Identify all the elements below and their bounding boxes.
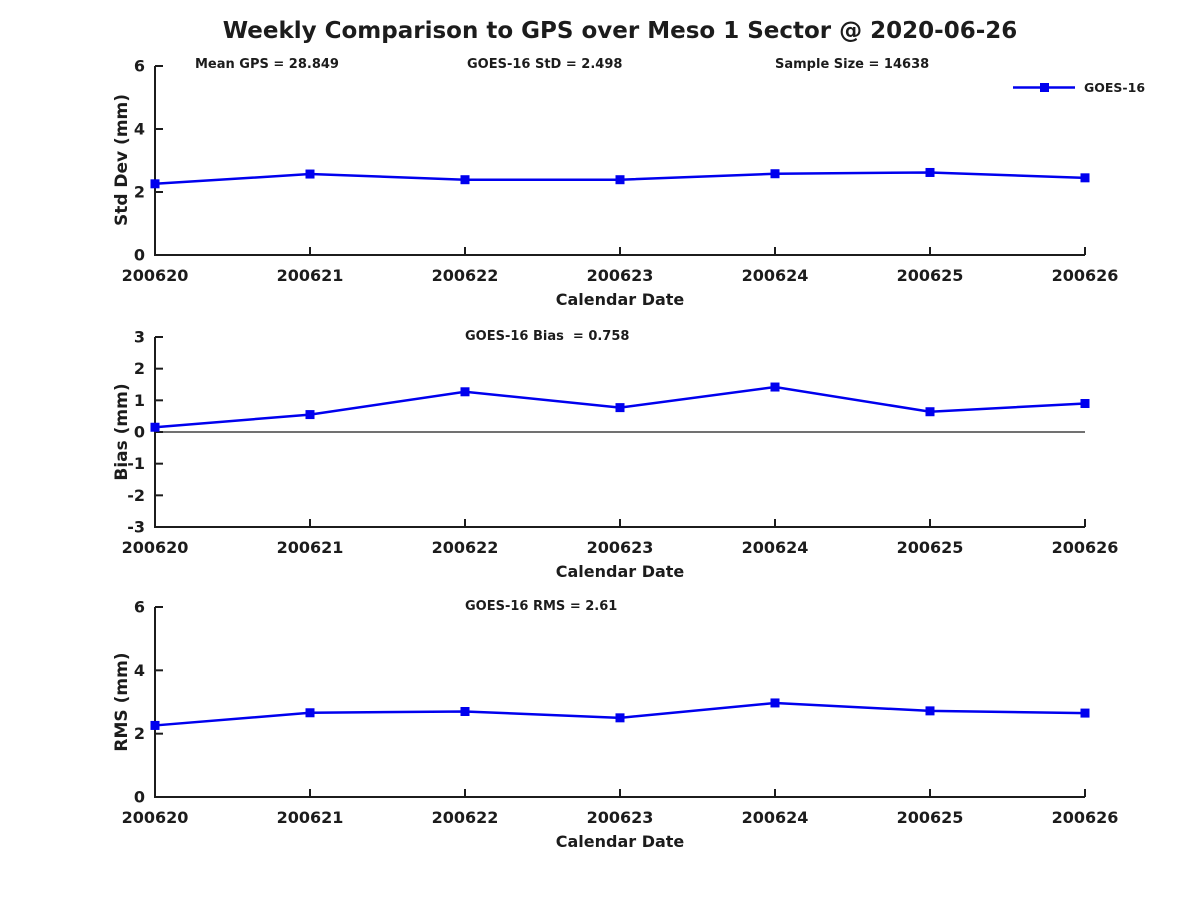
xlabel-calendar-date-3: Calendar Date (555, 832, 685, 851)
svg-text:200621: 200621 (277, 538, 344, 557)
svg-text:-1: -1 (127, 454, 145, 473)
svg-text:3: 3 (134, 328, 145, 347)
svg-text:200620: 200620 (122, 808, 189, 827)
svg-text:4: 4 (134, 661, 145, 680)
svg-text:-3: -3 (127, 518, 145, 537)
svg-text:-2: -2 (127, 486, 145, 505)
svg-text:200626: 200626 (1052, 538, 1119, 557)
annotation-goes16-rms: GOES-16 RMS = 2.61 (465, 599, 618, 614)
svg-text:6: 6 (134, 598, 145, 617)
svg-text:200623: 200623 (587, 538, 654, 557)
svg-text:200623: 200623 (587, 808, 654, 827)
legend-line-marker-icon (1013, 83, 1075, 92)
svg-text:0: 0 (134, 423, 145, 442)
svg-text:200626: 200626 (1052, 808, 1119, 827)
annotation-goes16-std: GOES-16 StD = 2.498 (467, 57, 623, 72)
ylabel-bias: Bias (mm) (112, 383, 132, 481)
svg-text:200621: 200621 (277, 808, 344, 827)
svg-text:200623: 200623 (587, 266, 654, 285)
svg-text:200621: 200621 (277, 266, 344, 285)
legend-label: GOES-16 (1084, 80, 1146, 95)
svg-text:200622: 200622 (432, 538, 499, 557)
figure-title: Weekly Comparison to GPS over Meso 1 Sec… (222, 18, 1018, 44)
svg-text:2: 2 (134, 183, 145, 202)
svg-text:1: 1 (134, 391, 145, 410)
svg-text:200624: 200624 (742, 538, 809, 557)
annotation-goes16-bias: GOES-16 Bias = 0.758 (465, 329, 630, 344)
svg-text:2: 2 (134, 359, 145, 378)
ylabel-std-dev: Std Dev (mm) (112, 93, 132, 227)
xlabel-calendar-date-1: Calendar Date (555, 290, 685, 309)
svg-text:200620: 200620 (122, 266, 189, 285)
ylabel-rms: RMS (mm) (112, 652, 132, 752)
svg-text:200626: 200626 (1052, 266, 1119, 285)
svg-text:200624: 200624 (742, 266, 809, 285)
svg-text:200625: 200625 (897, 808, 964, 827)
annotation-sample-size: Sample Size = 14638 (775, 57, 930, 72)
svg-text:200622: 200622 (432, 808, 499, 827)
annotation-mean-gps: Mean GPS = 28.849 (195, 57, 339, 72)
svg-text:200625: 200625 (897, 538, 964, 557)
svg-text:0: 0 (134, 246, 145, 265)
xlabel-calendar-date-2: Calendar Date (555, 562, 685, 581)
svg-text:6: 6 (134, 57, 145, 76)
legend: GOES-16 (1013, 80, 1145, 95)
svg-text:200620: 200620 (122, 538, 189, 557)
svg-text:4: 4 (134, 120, 145, 139)
svg-text:2: 2 (134, 724, 145, 743)
svg-text:200622: 200622 (432, 266, 499, 285)
svg-text:200624: 200624 (742, 808, 809, 827)
svg-text:200625: 200625 (897, 266, 964, 285)
svg-text:0: 0 (134, 788, 145, 807)
